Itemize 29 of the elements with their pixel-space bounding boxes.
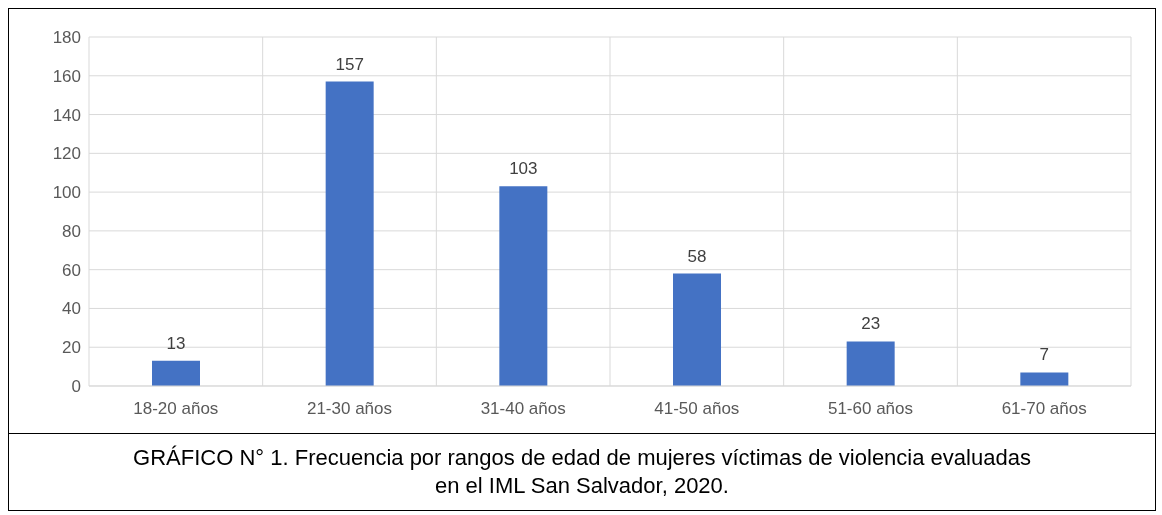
y-tick-label: 120 <box>52 144 81 164</box>
y-tick-label: 100 <box>52 183 81 203</box>
x-tick-label: 18-20 años <box>133 399 219 419</box>
y-tick-label: 180 <box>52 28 81 48</box>
bar <box>499 186 548 386</box>
x-tick-label: 61-70 años <box>1001 399 1087 419</box>
bar <box>673 273 721 386</box>
data-label: 103 <box>509 159 538 179</box>
bar <box>846 341 895 386</box>
data-label: 13 <box>166 333 186 353</box>
y-tick-label: 80 <box>62 221 81 241</box>
y-tick-label: 140 <box>52 105 81 125</box>
text: GRÁFICO N° 1. Frecuencia por rangos de edad de mujeres víctimas de violencia evaluadas en el IML San Salvador, 2020. <box>132 444 1032 500</box>
data-label: 58 <box>687 246 707 266</box>
y-tick-label: 40 <box>62 299 81 319</box>
y-tick-label: 160 <box>52 66 81 86</box>
x-tick-label: 51-60 años <box>827 399 914 419</box>
y-tick-label: 60 <box>62 260 81 280</box>
data-label: 7 <box>1039 345 1050 365</box>
bar <box>1020 372 1069 386</box>
data-label: 157 <box>335 54 364 74</box>
data-label: 23 <box>861 314 881 334</box>
y-tick-label: 0 <box>71 377 81 397</box>
bar <box>325 81 374 386</box>
y-tick-label: 20 <box>62 338 81 358</box>
x-tick-label: 21-30 años <box>306 399 393 419</box>
bar <box>152 360 200 386</box>
x-tick-label: 31-40 años <box>480 399 566 419</box>
x-tick-label: 41-50 años <box>654 399 740 419</box>
